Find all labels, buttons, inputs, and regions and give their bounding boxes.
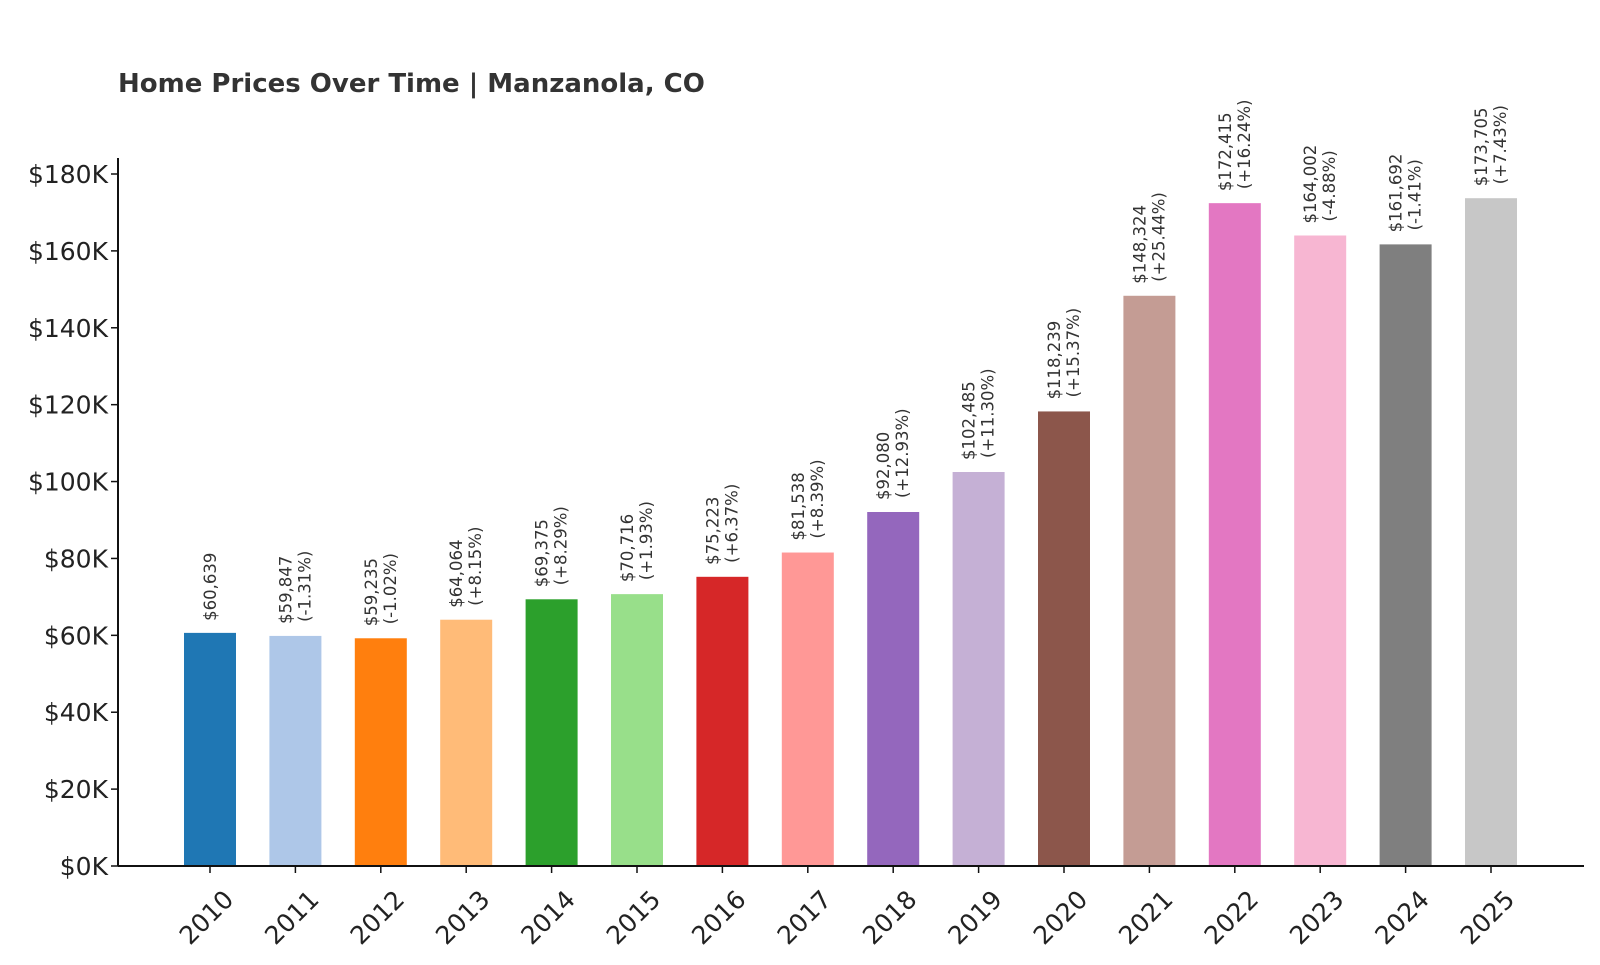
value-label-2025: $173,705 <box>1472 107 1491 186</box>
value-label-2020: $118,239 <box>1045 321 1064 400</box>
x-tick-label-2015: 2015 <box>601 885 666 950</box>
value-label-2015: $70,716 <box>618 514 637 582</box>
value-label-2023: $164,002 <box>1301 145 1320 224</box>
change-label-2023: (-4.88%) <box>1320 150 1339 221</box>
bar-2021 <box>1123 295 1176 866</box>
y-tick-label: $100K <box>28 468 109 497</box>
x-tick-label-2025: 2025 <box>1455 885 1520 950</box>
y-tick-label: $80K <box>44 544 109 573</box>
x-tick-label-2024: 2024 <box>1369 885 1434 950</box>
chart-title: Home Prices Over Time | Manzanola, CO <box>118 69 705 99</box>
bar-2010 <box>184 632 236 866</box>
change-label-2025: (+7.43%) <box>1491 105 1510 184</box>
change-label-2013: (+8.15%) <box>466 527 485 606</box>
y-axis: $0K $20K $40K $60K $80K $100K $120K $140K $160K $… <box>28 158 119 881</box>
x-tick-label-2013: 2013 <box>430 885 495 950</box>
y-tick-label: $120K <box>28 391 109 420</box>
y-tick-label: $140K <box>28 314 109 343</box>
change-label-2017: (+8.39%) <box>808 459 827 538</box>
value-label-2014: $69,375 <box>533 519 552 587</box>
bar-2019 <box>952 472 1005 866</box>
bar-2014 <box>525 599 578 866</box>
y-tick-label: $40K <box>44 698 109 727</box>
bar-2018 <box>867 512 920 866</box>
x-tick-label-2010: 2010 <box>174 885 239 950</box>
value-label-2010: $60,639 <box>201 553 220 621</box>
change-label-2011: (-1.31%) <box>295 551 314 622</box>
x-tick-label-2012: 2012 <box>345 885 410 950</box>
change-label-2018: (+12.93%) <box>893 408 912 498</box>
change-label-2019: (+11.30%) <box>979 368 998 458</box>
change-label-2014: (+8.29%) <box>552 506 571 585</box>
value-label-2017: $81,538 <box>789 472 808 540</box>
bar-2013 <box>440 619 493 866</box>
bar-2016 <box>696 576 749 866</box>
value-label-2018: $92,080 <box>874 432 893 500</box>
bar-2020 <box>1038 411 1090 866</box>
data-labels: $60,639 $59,847 (-1.31%) $59,235 (-1.02%) $64… <box>201 100 1510 627</box>
bar-2025 <box>1465 198 1517 866</box>
value-label-2019: $102,485 <box>960 381 979 460</box>
y-tick-label: $60K <box>44 621 109 650</box>
x-tick-label-2011: 2011 <box>259 885 324 950</box>
change-label-2022: (+16.24%) <box>1235 100 1254 190</box>
change-label-2020: (+15.37%) <box>1064 308 1083 398</box>
bar-2011 <box>269 635 322 866</box>
x-axis: 2010 2011 2012 2013 2014 2015 2016 2017 2018 2019… <box>118 865 1584 950</box>
bar-2022 <box>1208 203 1261 867</box>
x-tick-label-2018: 2018 <box>857 885 922 950</box>
x-tick-label-2014: 2014 <box>515 885 580 950</box>
y-tick-label: $0K <box>60 852 109 881</box>
value-label-2024: $161,692 <box>1387 154 1406 233</box>
x-tick-label-2021: 2021 <box>1113 885 1178 950</box>
change-label-2021: (+25.44%) <box>1149 192 1168 282</box>
value-label-2011: $59,847 <box>276 556 295 624</box>
bars <box>184 198 1517 867</box>
change-label-2012: (-1.02%) <box>381 553 400 624</box>
y-tick-label: $160K <box>28 237 109 266</box>
change-label-2016: (+6.37%) <box>722 484 741 563</box>
x-tick-label-2019: 2019 <box>942 885 1007 950</box>
value-label-2012: $59,235 <box>362 558 381 626</box>
x-tick-label-2016: 2016 <box>686 885 751 950</box>
x-tick-label-2022: 2022 <box>1199 885 1264 950</box>
bar-2017 <box>781 552 834 866</box>
bar-2015 <box>611 594 663 866</box>
value-label-2013: $64,064 <box>447 539 466 607</box>
x-tick-label-2023: 2023 <box>1284 885 1349 950</box>
y-tick-label: $20K <box>44 775 109 804</box>
x-tick-label-2017: 2017 <box>772 885 837 950</box>
change-label-2024: (-1.41%) <box>1406 159 1425 230</box>
value-label-2016: $75,223 <box>703 497 722 565</box>
bar-2012 <box>354 638 407 866</box>
bar-2024 <box>1379 244 1432 866</box>
value-label-2022: $172,415 <box>1216 112 1235 191</box>
y-tick-label: $180K <box>28 160 109 189</box>
x-tick-label-2020: 2020 <box>1028 885 1093 950</box>
value-label-2021: $148,324 <box>1130 205 1149 284</box>
change-label-2015: (+1.93%) <box>637 501 656 580</box>
bar-2023 <box>1294 235 1347 866</box>
